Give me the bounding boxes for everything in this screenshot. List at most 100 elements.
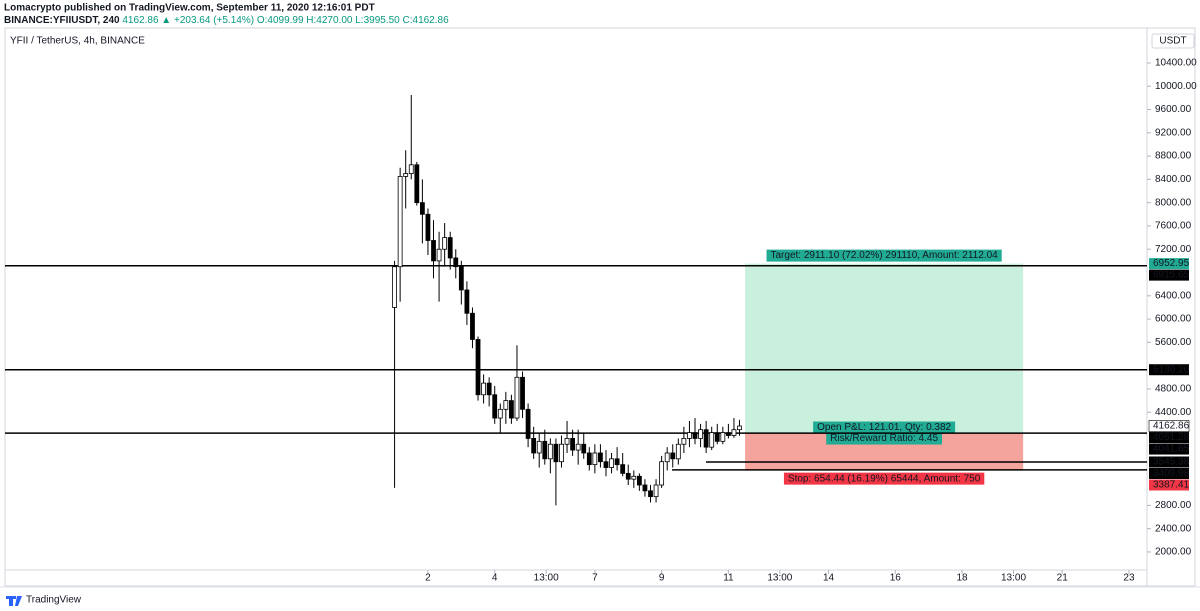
candle-body <box>403 173 409 177</box>
candle-body <box>431 240 436 262</box>
candle-body <box>653 484 659 498</box>
profit-zone <box>745 263 1024 433</box>
candle-body <box>453 257 459 268</box>
price-label: 6952.95 <box>1153 258 1190 269</box>
candle-body <box>681 438 687 445</box>
y-tick-label: 8400.00 <box>1155 174 1192 185</box>
price-label: 4041.85 <box>1153 444 1190 455</box>
candle-body <box>703 429 709 448</box>
x-tick-label: 23 <box>1123 573 1135 584</box>
y-tick-label: 7600.00 <box>1155 221 1192 232</box>
currency-box[interactable] <box>1151 33 1195 49</box>
candle-body <box>392 266 397 308</box>
candle-body <box>514 376 520 419</box>
candle-body <box>603 461 609 468</box>
candle-body <box>636 475 642 486</box>
y-tick-label: 6400.00 <box>1155 290 1192 301</box>
publisher: Lomacrypto published on TradingView.com,… <box>4 3 375 14</box>
x-tick-label: 18 <box>957 573 969 584</box>
candle-body <box>714 432 720 442</box>
candle-body <box>709 432 715 448</box>
x-tick-label: 13:00 <box>534 573 559 584</box>
y-tick-label: 10400.00 <box>1155 58 1197 69</box>
candle-body <box>725 432 731 436</box>
price-label-box <box>1149 258 1189 270</box>
y-tick-label: 8000.00 <box>1155 197 1192 208</box>
candle-body <box>509 400 514 419</box>
price-label-box <box>1149 269 1189 281</box>
price-label: 6915.65 <box>1153 270 1190 281</box>
candle-body <box>520 376 525 410</box>
candle-body <box>609 458 614 468</box>
arrow: ▲ <box>161 15 171 26</box>
price-label-box <box>1149 432 1189 444</box>
y-tick-label: 7200.00 <box>1155 244 1192 255</box>
candle-body <box>575 443 581 451</box>
candle-body <box>486 382 492 396</box>
change: +203.64 (+5.14%) <box>174 15 254 26</box>
candle-body <box>525 408 531 439</box>
brand: TradingView <box>26 595 82 606</box>
candle-body <box>553 443 559 463</box>
chart-title: YFII / TetherUS, 4h, BINANCE <box>10 36 145 47</box>
rr-label-box <box>826 432 943 445</box>
symbol: BINANCE:YFIIUSDT, 240 <box>4 15 120 26</box>
candle-body <box>419 202 425 215</box>
pnl-label-box <box>813 421 956 434</box>
pnl-label: Open P&L: 121.01, Qty: 0.382 <box>817 422 951 433</box>
y-tick-label: 4800.00 <box>1155 384 1192 395</box>
y-tick-label: 5600.00 <box>1155 337 1192 348</box>
candle-body <box>687 432 692 439</box>
candle-body <box>614 458 620 466</box>
price-label: 3409.98 <box>1153 468 1190 479</box>
candle-body <box>458 266 464 291</box>
y-tick-label: 10000.00 <box>1155 81 1197 92</box>
candle-body <box>497 408 503 419</box>
price-label-box <box>1149 467 1189 479</box>
x-tick-label: 11 <box>723 573 734 584</box>
price-label: 3545.38 <box>1153 457 1190 468</box>
candle-body <box>592 452 598 466</box>
candle-body <box>464 289 470 314</box>
candle-body <box>720 432 726 442</box>
y-tick-label: 6000.00 <box>1155 314 1192 325</box>
candle-body <box>559 443 564 463</box>
x-tick-label: 9 <box>659 573 665 584</box>
candle-body <box>664 452 670 463</box>
candle-body <box>481 382 486 396</box>
candle-body <box>397 176 403 268</box>
candle-body <box>447 237 453 259</box>
candle-body <box>598 452 603 463</box>
candle-body <box>625 472 631 480</box>
x-tick-label: 14 <box>823 573 835 584</box>
candle-body <box>698 429 703 439</box>
target-label-box <box>766 249 1002 262</box>
candle-body <box>737 425 742 431</box>
y-tick-label: 2400.00 <box>1155 523 1192 534</box>
candle-body <box>536 440 542 454</box>
rr-label: Risk/Reward Ratio: 4.45 <box>830 433 938 444</box>
y-tick-label: 9200.00 <box>1155 127 1192 138</box>
price-label: 4162.86 <box>1153 421 1190 432</box>
x-tick-label: 13:00 <box>767 573 792 584</box>
symbol-line: BINANCE:YFIIUSDT, 240 4162.86 ▲ +203.64 … <box>4 15 449 26</box>
candle-body <box>631 475 637 480</box>
price-label-box <box>1149 479 1189 491</box>
candle-body <box>564 438 570 445</box>
candle-body <box>475 339 481 396</box>
price-label-box <box>1148 420 1190 432</box>
candle-body <box>670 452 676 460</box>
candle-body <box>586 452 592 466</box>
plot: 2000.00 2400.00 2800.00 4400.00 4800.00 5600.… <box>5 58 1197 584</box>
candle-body <box>547 443 553 460</box>
price-label-box <box>1149 443 1189 455</box>
candle-body <box>442 237 448 250</box>
candle-body <box>492 394 498 419</box>
ohlc: O:4099.99 H:4270.00 L:3995.50 C:4162.86 <box>257 15 449 26</box>
candle-body <box>503 400 509 410</box>
currency[interactable]: USDT <box>1159 36 1186 47</box>
candle-body <box>620 464 626 474</box>
stop-label: Stop: 654.44 (16.19%) 65444, Amount: 750 <box>788 473 981 484</box>
price-label: 3387.41 <box>1153 480 1190 491</box>
